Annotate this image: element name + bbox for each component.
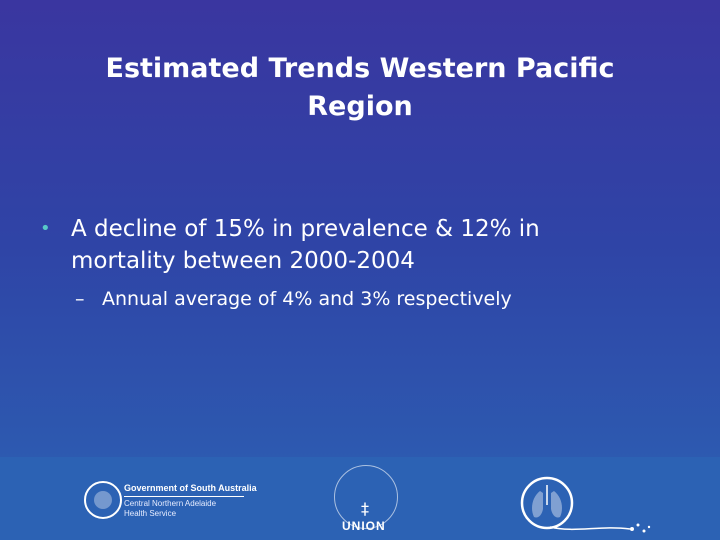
sa-government-name: Government of South Australia [124, 483, 257, 493]
bullet-text-line2: mortality between 2000-2004 [71, 248, 415, 274]
union-seal-icon [334, 465, 398, 529]
slide-title-line1: Estimated Trends Western Pacific [105, 53, 615, 84]
union-wordmark: UNION [342, 519, 386, 533]
bullet-text-line1: A decline of 15% in prevalence & 12% in [71, 216, 540, 242]
sa-department-line1: Central Northern Adelaide [124, 499, 217, 508]
sub-bullet-text: Annual average of 4% and 3% respectively [102, 288, 512, 310]
sub-bullet-item: – Annual average of 4% and 3% respective… [75, 286, 675, 312]
sa-department-name: Central Northern Adelaide Health Service [124, 499, 234, 519]
union-logo: ‡ UNION [330, 463, 406, 537]
bullet-dot-icon: • [40, 218, 51, 239]
bullet-item: • A decline of 15% in prevalence & 12% i… [40, 213, 640, 277]
slide-title: Estimated Trends Western Pacific Region [60, 50, 660, 126]
lorraine-cross-icon: ‡ [361, 499, 369, 518]
sub-bullet-dash-icon: – [75, 288, 85, 310]
lung-conference-logo-icon [520, 476, 651, 533]
sa-government-logo: Government of South Australia Central No… [84, 481, 257, 523]
footer-logo-bar: Government of South Australia Central No… [0, 457, 720, 540]
slide-title-line2: Region [307, 91, 413, 122]
sa-department-line2: Health Service [124, 509, 177, 518]
sa-crest-icon [84, 481, 122, 519]
sa-logo-divider [124, 496, 244, 497]
